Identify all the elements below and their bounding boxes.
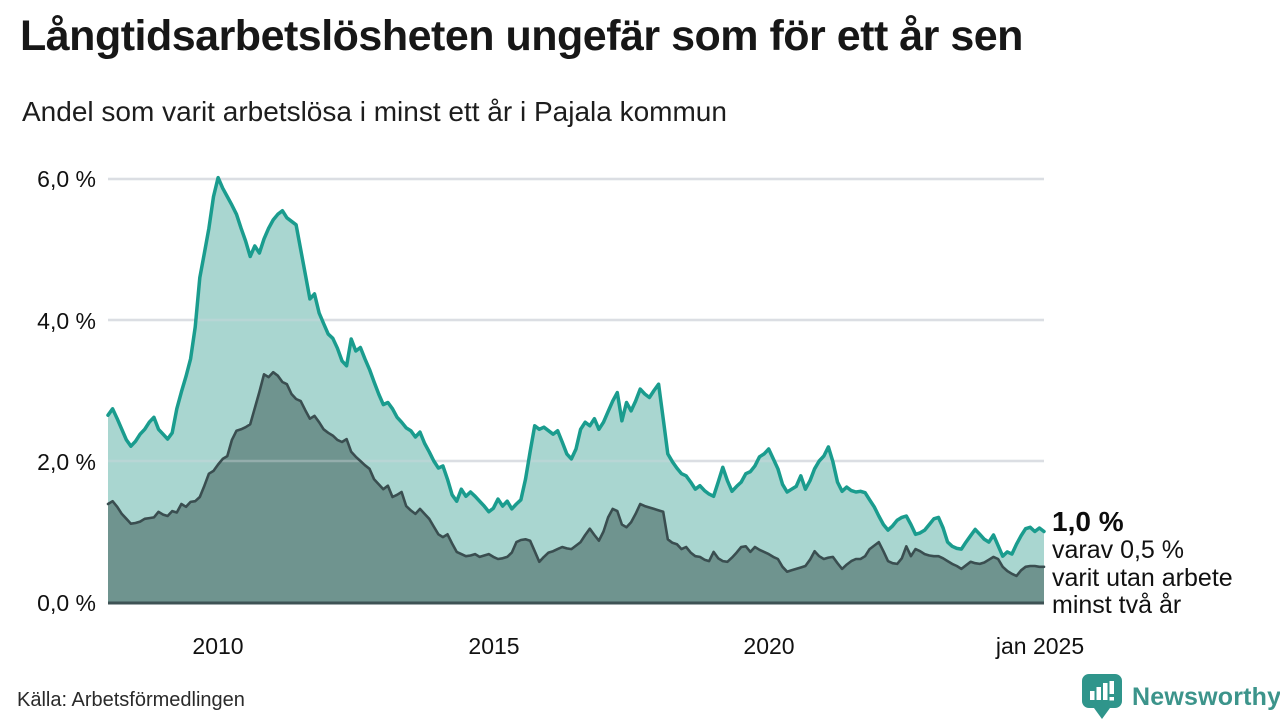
newsworthy-logo: Newsworthy	[1082, 674, 1280, 720]
annotation-line-2: varit utan arbete	[1052, 563, 1233, 592]
newsworthy-bubble-icon	[1082, 674, 1122, 719]
y-tick-2: 2,0 %	[37, 449, 96, 475]
y-tick-4: 4,0 %	[37, 308, 96, 334]
annotation-line-1: varav 0,5 %	[1052, 536, 1185, 564]
newsworthy-wordmark: Newsworthy	[1132, 682, 1280, 711]
x-tick-jan-2025: jan 2025	[995, 633, 1085, 659]
x-tick-2020: 2020	[743, 633, 795, 659]
annotation-line-3: minst två år	[1052, 591, 1182, 619]
end-value-total: 1,0 %	[1052, 506, 1124, 537]
gridlines-overlay	[108, 177, 1044, 463]
end-value-annotation: 1,0 % varav 0,5 % varit utan arbete mins…	[1052, 507, 1277, 620]
x-tick-2015: 2015	[468, 633, 520, 659]
series-line-two-years	[106, 370, 1046, 578]
source-credit: Källa: Arbetsförmedlingen	[17, 689, 245, 711]
page-title: Långtidsarbetslösheten ungefär som för e…	[20, 12, 1023, 60]
series-line-total	[106, 175, 1046, 558]
y-tick-0: 0,0 %	[37, 590, 96, 616]
y-tick-6: 6,0 %	[37, 166, 96, 192]
series-area-two-years	[108, 372, 1044, 602]
chart-subtitle: Andel som varit arbetslösa i minst ett å…	[22, 96, 727, 127]
x-tick-2010: 2010	[192, 633, 244, 659]
